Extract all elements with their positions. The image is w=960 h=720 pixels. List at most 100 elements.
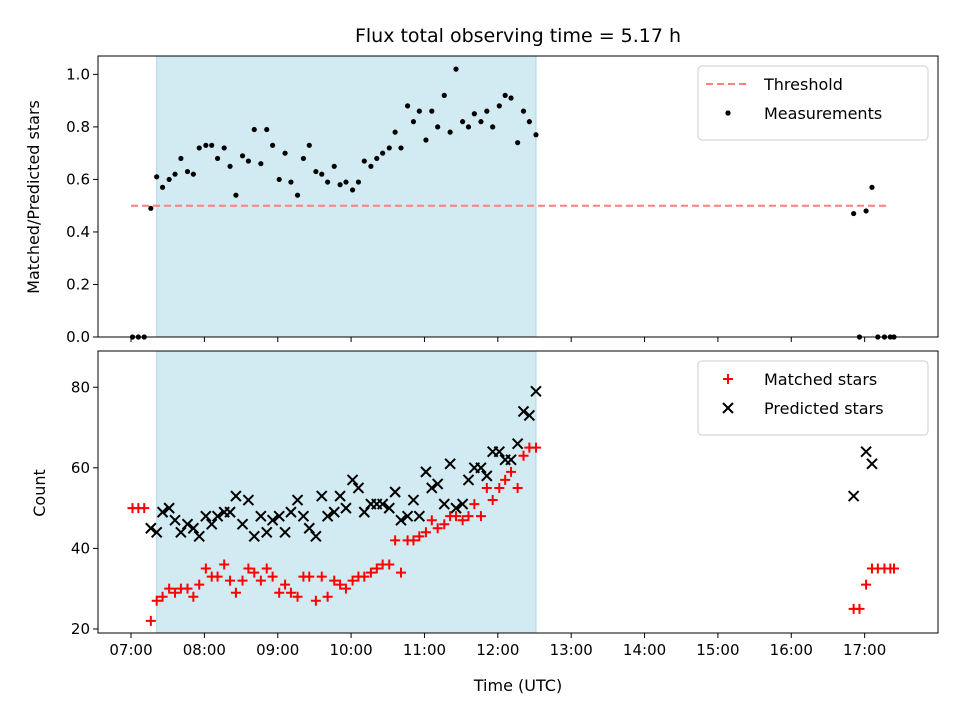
bottom-data-point	[310, 595, 321, 606]
bottom-y-tick-label: 40	[71, 539, 90, 557]
bottom-data-point	[200, 563, 211, 574]
bottom-data-point	[860, 446, 872, 458]
bottom-data-point	[163, 502, 175, 514]
top-data-point	[239, 153, 246, 159]
bottom-data-point	[861, 579, 872, 590]
bottom-data-point	[450, 502, 462, 514]
bottom-data-point	[243, 563, 254, 574]
top-data-point	[319, 171, 325, 177]
top-data-point	[429, 108, 435, 114]
legend-marker	[722, 402, 734, 414]
bottom-data-point	[431, 478, 444, 490]
bottom-data-point	[274, 587, 285, 598]
bottom-data-point	[888, 563, 899, 574]
top-data-point	[851, 210, 857, 217]
top-data-point	[392, 129, 398, 135]
bottom-data-point	[145, 522, 157, 534]
bottom-data-point	[236, 518, 249, 530]
bottom-data-point	[512, 482, 523, 493]
bottom-data-point	[266, 514, 279, 526]
bottom-data-point	[261, 563, 272, 574]
bottom-data-point	[340, 502, 352, 514]
bottom-data-point	[310, 530, 322, 543]
top-data-point	[148, 205, 154, 211]
top-data-point	[190, 171, 196, 177]
top-data-point	[465, 124, 472, 130]
bottom-data-point	[426, 482, 438, 494]
top-data-point	[416, 108, 422, 114]
bottom-data-point	[340, 583, 351, 594]
bottom-data-point	[187, 522, 200, 534]
top-data-point	[300, 155, 307, 162]
bottom-data-point	[230, 490, 242, 502]
top-data-point	[214, 155, 221, 162]
bottom-data-point	[384, 559, 395, 570]
top-data-point	[435, 124, 441, 130]
top-data-point	[154, 174, 160, 180]
top-y-tick-label: 0.0	[66, 328, 90, 346]
top-data-point	[380, 150, 386, 156]
top-data-point	[337, 182, 343, 188]
x-tick-label: 16:00	[770, 641, 813, 659]
top-data-point	[166, 176, 172, 183]
top-data-point	[245, 158, 251, 164]
bottom-data-point	[225, 575, 236, 586]
bottom-data-point	[169, 514, 181, 526]
top-data-point	[863, 208, 869, 214]
x-tick-label: 08:00	[183, 641, 226, 659]
top-data-point	[306, 142, 312, 148]
y-axis-label-top: Matched/Predicted stars	[24, 100, 43, 294]
top-data-point	[349, 187, 356, 193]
top-legend: Threshold Measurements	[697, 65, 929, 141]
bottom-data-point	[475, 462, 487, 474]
top-data-point	[288, 179, 294, 185]
bottom-data-point	[255, 510, 267, 522]
bottom-data-point	[463, 511, 474, 522]
bottom-data-point	[506, 466, 517, 477]
top-data-point	[233, 192, 239, 198]
top-data-point	[423, 137, 429, 143]
bottom-data-point	[451, 511, 462, 522]
top-observing-interval	[156, 55, 537, 338]
bottom-data-point	[518, 450, 529, 461]
bottom-data-point	[328, 506, 340, 518]
top-data-point	[196, 145, 202, 151]
bottom-data-point	[170, 587, 181, 598]
bottom-data-point	[316, 490, 328, 502]
top-data-point	[313, 168, 319, 175]
top-data-point	[184, 168, 191, 175]
top-panel: 0.0 0.2 0.4 0.6 0.8 1.0 Threshold Measurements	[66, 55, 939, 346]
bottom-data-point	[395, 514, 407, 526]
top-plot-frame	[97, 55, 939, 338]
top-data-point	[533, 132, 539, 138]
bottom-data-point	[494, 482, 505, 493]
bottom-data-point	[866, 458, 878, 470]
x-tick-label: 13:00	[550, 641, 593, 659]
top-data-point	[331, 163, 337, 169]
top-y-tick-label: 0.6	[66, 170, 90, 188]
bottom-data-point	[304, 571, 315, 582]
bottom-legend: Matched stars Predicted stars	[697, 360, 929, 436]
top-data-point	[453, 66, 459, 72]
bottom-data-point	[457, 515, 468, 526]
bottom-data-point	[164, 583, 175, 594]
bottom-data-point	[206, 518, 218, 530]
bottom-data-point	[500, 474, 511, 485]
bottom-data-point	[847, 490, 860, 502]
bottom-data-point	[280, 579, 291, 590]
top-data-point	[355, 179, 362, 185]
bottom-data-point	[261, 526, 273, 538]
bottom-data-point	[365, 567, 376, 578]
top-data-point	[282, 150, 288, 156]
top-data-point	[251, 126, 257, 133]
top-data-point	[398, 145, 404, 151]
top-data-point	[410, 119, 417, 125]
top-data-point	[368, 163, 374, 169]
bottom-data-point	[249, 567, 260, 578]
bottom-data-point	[438, 498, 450, 510]
bottom-data-point	[511, 437, 524, 450]
x-tick-label: 10:00	[329, 641, 372, 659]
bottom-data-point	[150, 526, 163, 538]
bottom-data-point	[346, 474, 359, 486]
